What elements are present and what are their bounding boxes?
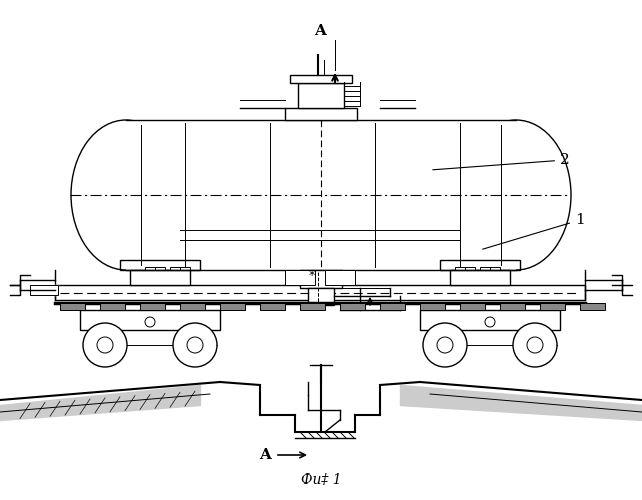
Circle shape xyxy=(83,323,127,367)
Bar xyxy=(580,303,605,310)
Bar xyxy=(140,303,165,310)
Circle shape xyxy=(437,337,453,353)
Bar xyxy=(420,310,560,330)
Bar xyxy=(540,303,565,310)
Bar xyxy=(126,120,516,270)
Ellipse shape xyxy=(71,120,181,270)
Bar xyxy=(285,108,357,120)
Bar xyxy=(145,267,165,285)
Bar xyxy=(30,285,58,295)
Bar xyxy=(298,83,344,108)
Bar xyxy=(420,303,445,310)
Bar xyxy=(300,303,325,310)
Text: *: * xyxy=(309,270,315,282)
Circle shape xyxy=(173,323,217,367)
Bar xyxy=(380,303,405,310)
Bar xyxy=(180,303,205,310)
Bar xyxy=(285,270,315,285)
Text: A: A xyxy=(314,24,326,38)
Ellipse shape xyxy=(461,120,571,270)
Bar xyxy=(60,303,85,310)
Bar xyxy=(300,270,342,288)
Bar xyxy=(460,303,485,310)
Bar xyxy=(80,310,220,330)
Circle shape xyxy=(485,317,495,327)
Bar xyxy=(480,267,500,285)
Bar xyxy=(260,303,285,310)
Bar xyxy=(55,285,585,300)
Bar xyxy=(308,288,334,305)
Text: Фи‡ 1: Фи‡ 1 xyxy=(300,473,342,487)
Bar xyxy=(120,260,200,270)
Bar xyxy=(100,303,125,310)
Text: 1: 1 xyxy=(483,213,585,249)
Bar xyxy=(450,270,510,285)
Bar xyxy=(325,270,355,285)
Bar xyxy=(220,303,245,310)
Bar xyxy=(290,75,352,83)
Text: A: A xyxy=(259,448,271,462)
Circle shape xyxy=(513,323,557,367)
Circle shape xyxy=(145,317,155,327)
Circle shape xyxy=(97,337,113,353)
Text: 2: 2 xyxy=(433,153,569,170)
Bar xyxy=(440,260,520,270)
Circle shape xyxy=(423,323,467,367)
Circle shape xyxy=(187,337,203,353)
Bar xyxy=(130,270,190,285)
Circle shape xyxy=(527,337,543,353)
Bar xyxy=(500,303,525,310)
Bar xyxy=(170,267,190,285)
Bar xyxy=(455,267,475,285)
Bar xyxy=(340,303,365,310)
